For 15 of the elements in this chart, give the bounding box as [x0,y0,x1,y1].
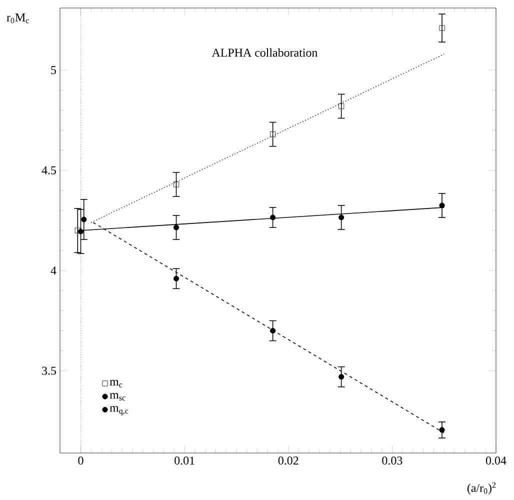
x-tick-label: 0 [78,456,84,465]
y-tick-label: 5 [51,66,56,74]
x-tick-label: 0.03 [382,456,402,465]
legend-label: m$_{c}$ [110,380,122,388]
y-tick-label: 4 [50,266,56,275]
x-tick-label: 0.02 [278,456,298,465]
annotation: ALPHA collaboration [212,48,318,57]
legend-label: m$_{sc}$ [110,392,126,400]
y-tick-label: 4.5 [42,166,56,174]
legend-label: m$_{q,c}$ [110,406,128,416]
y-axis-title: r$_{0}$M$_{c}$ [6,14,29,24]
y-tick-label: 3.5 [42,366,56,375]
x-tick-label: 0.04 [486,456,506,465]
x-tick-label: 0.01 [174,456,194,465]
x-axis-title: (a/r$_{0}$)$^{2}$ [467,482,496,494]
